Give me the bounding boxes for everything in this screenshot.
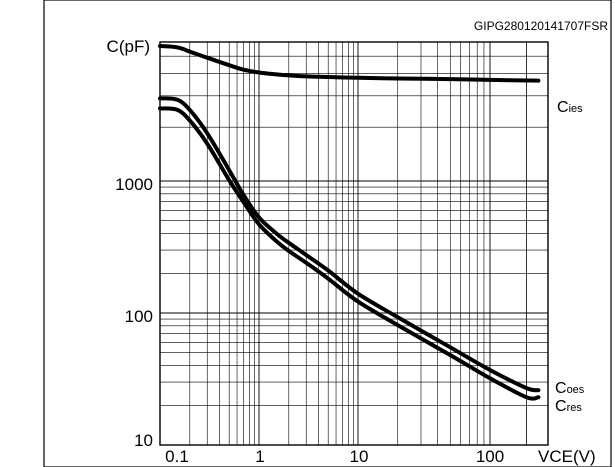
series-line-cres [158, 106, 541, 401]
series-label-cres: Cres [555, 398, 582, 415]
x-tick-label-1: 1 [255, 447, 264, 466]
plot-area-border [159, 41, 549, 446]
y-tick-label-100: 100 [125, 307, 153, 326]
series-curves [158, 44, 541, 401]
series-label-cies: Cies [557, 99, 583, 116]
x-axis-label: VCE(V) [538, 447, 596, 466]
plot-grid [160, 42, 548, 445]
y-axis-label: C(pF) [107, 37, 150, 56]
figure-code: GIPG280120141707FSR [474, 19, 608, 33]
x-tick-label-0-1: 0.1 [165, 447, 189, 466]
x-tick-label-10: 10 [350, 447, 369, 466]
series-line-coes [158, 96, 541, 393]
y-tick-label-1000: 1000 [115, 175, 153, 194]
y-tick-label-10: 10 [134, 431, 153, 450]
x-tick-label-100: 100 [476, 447, 504, 466]
series-line-cies [158, 44, 541, 83]
series-label-coes: Coes [555, 380, 585, 397]
